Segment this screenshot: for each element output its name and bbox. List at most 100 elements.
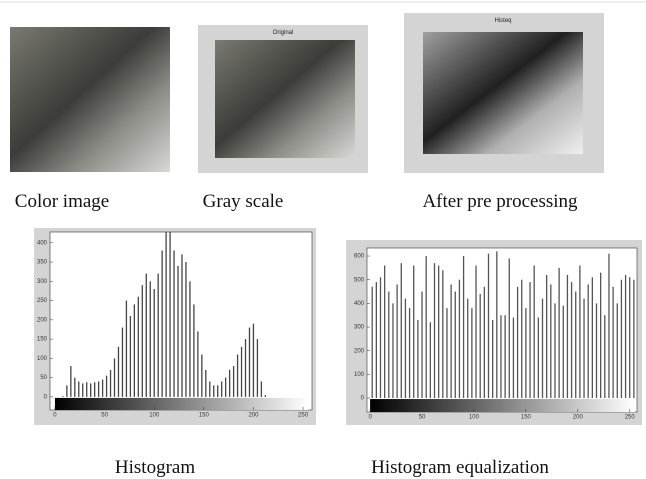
bar (213, 385, 215, 397)
bar (197, 331, 199, 397)
bar (408, 308, 411, 399)
bar (209, 381, 211, 397)
bar (404, 298, 407, 399)
bar (153, 289, 155, 397)
bar (442, 270, 444, 399)
bar (487, 253, 490, 399)
bar (232, 366, 235, 397)
bar (225, 377, 227, 397)
bar (558, 267, 560, 399)
bar (421, 291, 423, 399)
bar (562, 305, 564, 399)
bar (471, 308, 473, 399)
bar (201, 354, 203, 397)
bar (458, 279, 461, 399)
bar (240, 346, 243, 397)
y-tick-label: 50 (40, 375, 47, 381)
y-tick-label: 200 (354, 348, 365, 354)
y-tick-label: 400 (354, 301, 365, 307)
gray-ramp (370, 399, 635, 412)
panel-title: Original (273, 30, 294, 36)
x-tick-label: 50 (419, 415, 426, 421)
bar (500, 315, 502, 399)
bar (169, 232, 171, 397)
caption: Histogram (115, 457, 195, 478)
y-tick-label: 300 (354, 325, 365, 331)
caption: Gray scale (203, 191, 284, 212)
bar (516, 286, 519, 399)
bar (217, 385, 219, 397)
panel-title: Histeq (494, 18, 511, 24)
bar (629, 277, 631, 399)
bar (181, 254, 183, 397)
bar (624, 274, 627, 399)
y-tick-label: 150 (37, 337, 48, 343)
bar (157, 273, 159, 397)
bar (529, 282, 531, 399)
bar (512, 317, 515, 399)
bar (371, 286, 373, 399)
bar (392, 303, 394, 399)
caption: After pre processing (422, 191, 578, 212)
bar (591, 277, 593, 399)
bar (429, 322, 431, 399)
bar (525, 308, 527, 399)
bar (479, 293, 481, 399)
bar (66, 385, 68, 397)
bar (252, 323, 255, 397)
y-tick-label: 0 (44, 394, 48, 400)
bar (575, 291, 577, 399)
bar (566, 274, 569, 399)
bar (161, 250, 163, 397)
x-tick-label: 150 (521, 415, 532, 421)
bar (248, 327, 251, 397)
bar (97, 381, 100, 397)
bar (375, 282, 377, 399)
bar (537, 317, 539, 399)
bar (595, 303, 598, 399)
bar (90, 383, 92, 397)
bar (388, 291, 390, 399)
plot-area (49, 231, 313, 411)
x-tick-label: 0 (53, 413, 57, 419)
bar (260, 381, 263, 397)
x-tick-label: 250 (625, 415, 636, 421)
bar (185, 262, 187, 397)
bar (379, 277, 382, 399)
bar (570, 282, 573, 399)
bar (483, 286, 485, 399)
bar (78, 381, 80, 397)
x-tick-label: 250 (298, 413, 309, 419)
bar (579, 265, 581, 399)
bar (145, 273, 147, 397)
bar (165, 232, 167, 397)
bar (612, 286, 614, 399)
bar (550, 284, 552, 399)
bar (446, 308, 448, 399)
bar (600, 272, 602, 399)
bar (396, 284, 398, 399)
bar (521, 279, 523, 399)
bar (433, 263, 436, 399)
bar (125, 300, 128, 397)
bar (221, 381, 223, 397)
caption: Histogram equalization (371, 457, 549, 478)
x-tick-label: 50 (101, 413, 108, 419)
bar (496, 251, 498, 399)
bar (149, 281, 151, 397)
y-tick-label: 100 (37, 356, 48, 362)
bar (236, 354, 239, 397)
bars (62, 232, 267, 397)
bar (86, 382, 88, 397)
x-tick-label: 0 (368, 415, 372, 421)
y-tick-label: 0 (361, 396, 365, 402)
bar (94, 382, 96, 397)
y-tick-label: 500 (354, 277, 365, 283)
bar (541, 298, 544, 399)
bar (616, 303, 618, 399)
bar (633, 279, 635, 399)
bar (173, 250, 175, 397)
bar (620, 279, 623, 399)
equalized-image (423, 32, 583, 154)
